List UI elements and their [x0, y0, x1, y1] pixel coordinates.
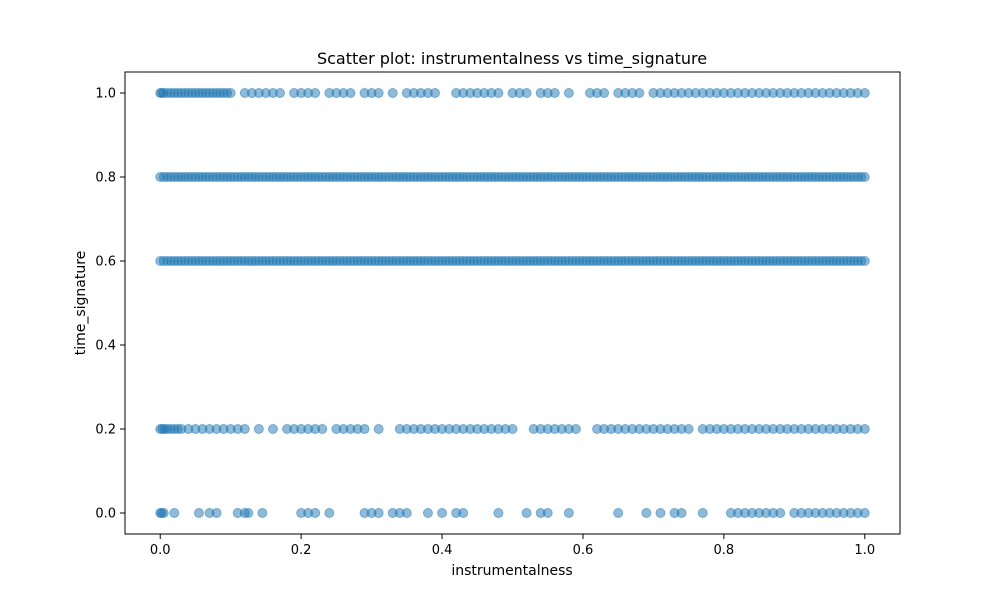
data-point: [634, 88, 645, 98]
data-point: [521, 508, 532, 518]
y-tick-label: 0.2: [95, 423, 116, 438]
data-point: [549, 88, 560, 98]
data-point: [655, 508, 666, 518]
data-point: [641, 508, 652, 518]
data-point: [430, 88, 440, 98]
data-point: [310, 508, 321, 518]
data-point: [542, 508, 553, 518]
x-axis-ticks: 0.0 0.2 0.4 0.6 0.8 1.0: [150, 534, 875, 558]
data-point: [373, 88, 384, 98]
data-point: [275, 88, 285, 98]
data-point: [613, 508, 624, 518]
data-point: [225, 88, 236, 98]
plot-frame: [124, 71, 901, 535]
data-point: [570, 424, 581, 434]
data-point: [697, 508, 708, 518]
data-point: [493, 508, 504, 518]
data-point: [437, 508, 448, 518]
data-point: [193, 508, 204, 518]
data-point: [859, 256, 870, 266]
data-point: [859, 424, 870, 434]
data-point: [563, 88, 574, 98]
data-point: [458, 508, 469, 518]
data-point: [211, 508, 222, 518]
data-point: [310, 88, 321, 98]
data-point: [859, 88, 870, 98]
data-point: [345, 88, 356, 98]
y-tick-label: 1.0: [95, 87, 116, 102]
data-point: [158, 508, 169, 518]
data-point: [422, 508, 433, 518]
y-tick-label: 0.6: [95, 255, 116, 270]
data-point: [676, 508, 687, 518]
data-point: [859, 508, 870, 518]
data-point: [169, 508, 180, 518]
data-point: [239, 424, 250, 434]
x-tick-label: 1.0: [854, 543, 875, 558]
data-point: [599, 88, 610, 98]
data-point: [317, 424, 328, 434]
data-point: [775, 508, 786, 518]
y-tick-label: 0.8: [95, 171, 116, 186]
data-point: [521, 88, 532, 98]
x-tick-label: 0.2: [291, 543, 312, 558]
data-point: [401, 508, 412, 518]
y-axis-ticks: 0.0 0.2 0.4 0.6 0.8 1.0: [95, 87, 125, 522]
data-point: [324, 508, 335, 518]
x-tick-label: 0.0: [150, 543, 171, 558]
x-tick-label: 0.8: [714, 543, 735, 558]
data-point: [359, 424, 370, 434]
data-points: [155, 88, 870, 518]
data-point: [267, 424, 278, 434]
data-point: [257, 508, 268, 518]
data-point: [243, 508, 254, 518]
y-tick-label: 0.4: [95, 339, 116, 354]
x-tick-label: 0.6: [573, 543, 594, 558]
data-point: [493, 88, 504, 98]
data-point: [373, 508, 384, 518]
data-point: [373, 424, 384, 434]
data-point: [387, 88, 398, 98]
chart-title: Scatter plot: instrumentalness vs time_s…: [317, 49, 707, 69]
data-point: [683, 424, 694, 434]
x-tick-label: 0.4: [432, 543, 453, 558]
data-point: [563, 508, 574, 518]
x-axis-label: instrumentalness: [451, 563, 572, 579]
data-point: [859, 172, 870, 182]
data-point: [253, 424, 264, 434]
data-point: [507, 424, 518, 434]
y-tick-label: 0.0: [95, 507, 116, 522]
y-axis-label: time_signature: [73, 251, 89, 356]
